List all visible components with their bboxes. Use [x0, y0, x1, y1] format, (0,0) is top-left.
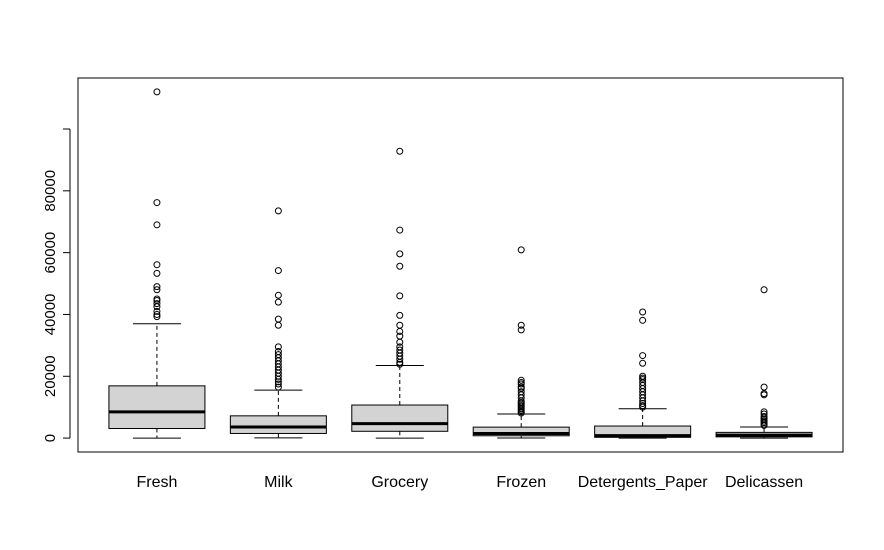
outlier-point	[760, 391, 768, 399]
outlier-point	[274, 315, 282, 323]
x-category-label: Fresh	[136, 474, 177, 491]
boxes-layer	[108, 88, 813, 439]
x-category-label: Detergents_Paper	[578, 474, 709, 491]
x-axis-labels: Fresh Milk Grocery Frozen Detergents_Paper De…	[136, 474, 803, 491]
x-category-label: Grocery	[371, 474, 428, 491]
outlier-point	[760, 286, 768, 294]
outlier-point	[153, 269, 161, 277]
iqr-box	[472, 426, 570, 437]
outlier-point	[274, 291, 282, 299]
outlier-point	[153, 310, 161, 318]
outlier-point	[639, 403, 647, 411]
outlier-point	[274, 298, 282, 306]
outlier-point	[639, 316, 647, 324]
iqr-box	[594, 425, 692, 438]
box-grocery	[351, 147, 449, 439]
outlier-point	[517, 321, 525, 329]
x-category-label: Frozen	[496, 474, 546, 491]
outlier-point	[396, 292, 404, 300]
outlier-point	[760, 421, 768, 429]
outlier-point	[274, 207, 282, 215]
outlier-point	[517, 380, 525, 388]
outlier-point	[153, 283, 161, 291]
outlier-point	[396, 250, 404, 258]
y-tick-label: 80000	[42, 170, 59, 212]
outlier-point	[153, 88, 161, 96]
outlier-point	[396, 321, 404, 329]
outlier-point	[153, 303, 161, 311]
box-frozen	[472, 246, 570, 439]
iqr-box	[108, 385, 206, 430]
outlier-point	[517, 376, 525, 384]
box-fresh	[108, 88, 206, 439]
outlier-point	[396, 355, 404, 363]
iqr-box	[229, 415, 327, 434]
outlier-point	[274, 383, 282, 391]
outlier-point	[760, 383, 768, 391]
outlier-point	[517, 246, 525, 254]
y-tick-label: 20000	[42, 355, 59, 397]
outlier-point	[153, 300, 161, 308]
outlier-point	[396, 360, 404, 368]
outlier-point	[517, 409, 525, 417]
outlier-point	[274, 343, 282, 351]
outlier-point	[274, 375, 282, 383]
outlier-point	[396, 262, 404, 270]
outlier-point	[153, 261, 161, 269]
iqr-box	[351, 404, 449, 432]
box-detergents-paper	[594, 308, 692, 439]
outlier-point	[396, 338, 404, 346]
outlier-point	[274, 321, 282, 329]
outlier-point	[639, 359, 647, 367]
y-tick-label: 60000	[42, 232, 59, 274]
outlier-point	[153, 199, 161, 207]
outlier-point	[396, 311, 404, 319]
outlier-point	[274, 378, 282, 386]
y-axis: 0 20000 40000 60000 80000	[42, 128, 71, 442]
x-category-label: Milk	[264, 474, 293, 491]
outlier-point	[396, 226, 404, 234]
y-tick-label: 0	[42, 434, 59, 442]
outlier-point	[153, 221, 161, 229]
outlier-point	[396, 358, 404, 366]
box-milk	[229, 207, 327, 439]
outlier-point	[517, 326, 525, 334]
outlier-point	[396, 327, 404, 335]
outlier-point	[639, 352, 647, 360]
outlier-point	[274, 267, 282, 275]
box-delicassen	[715, 286, 813, 439]
x-category-label: Delicassen	[725, 474, 803, 491]
plot-frame	[77, 77, 844, 453]
outlier-point	[639, 308, 647, 316]
outlier-point	[396, 147, 404, 155]
outlier-point	[274, 380, 282, 388]
outlier-point	[153, 307, 161, 315]
y-tick-label: 40000	[42, 294, 59, 336]
outlier-point	[639, 399, 647, 407]
outlier-point	[153, 286, 161, 294]
outlier-point	[153, 313, 161, 321]
